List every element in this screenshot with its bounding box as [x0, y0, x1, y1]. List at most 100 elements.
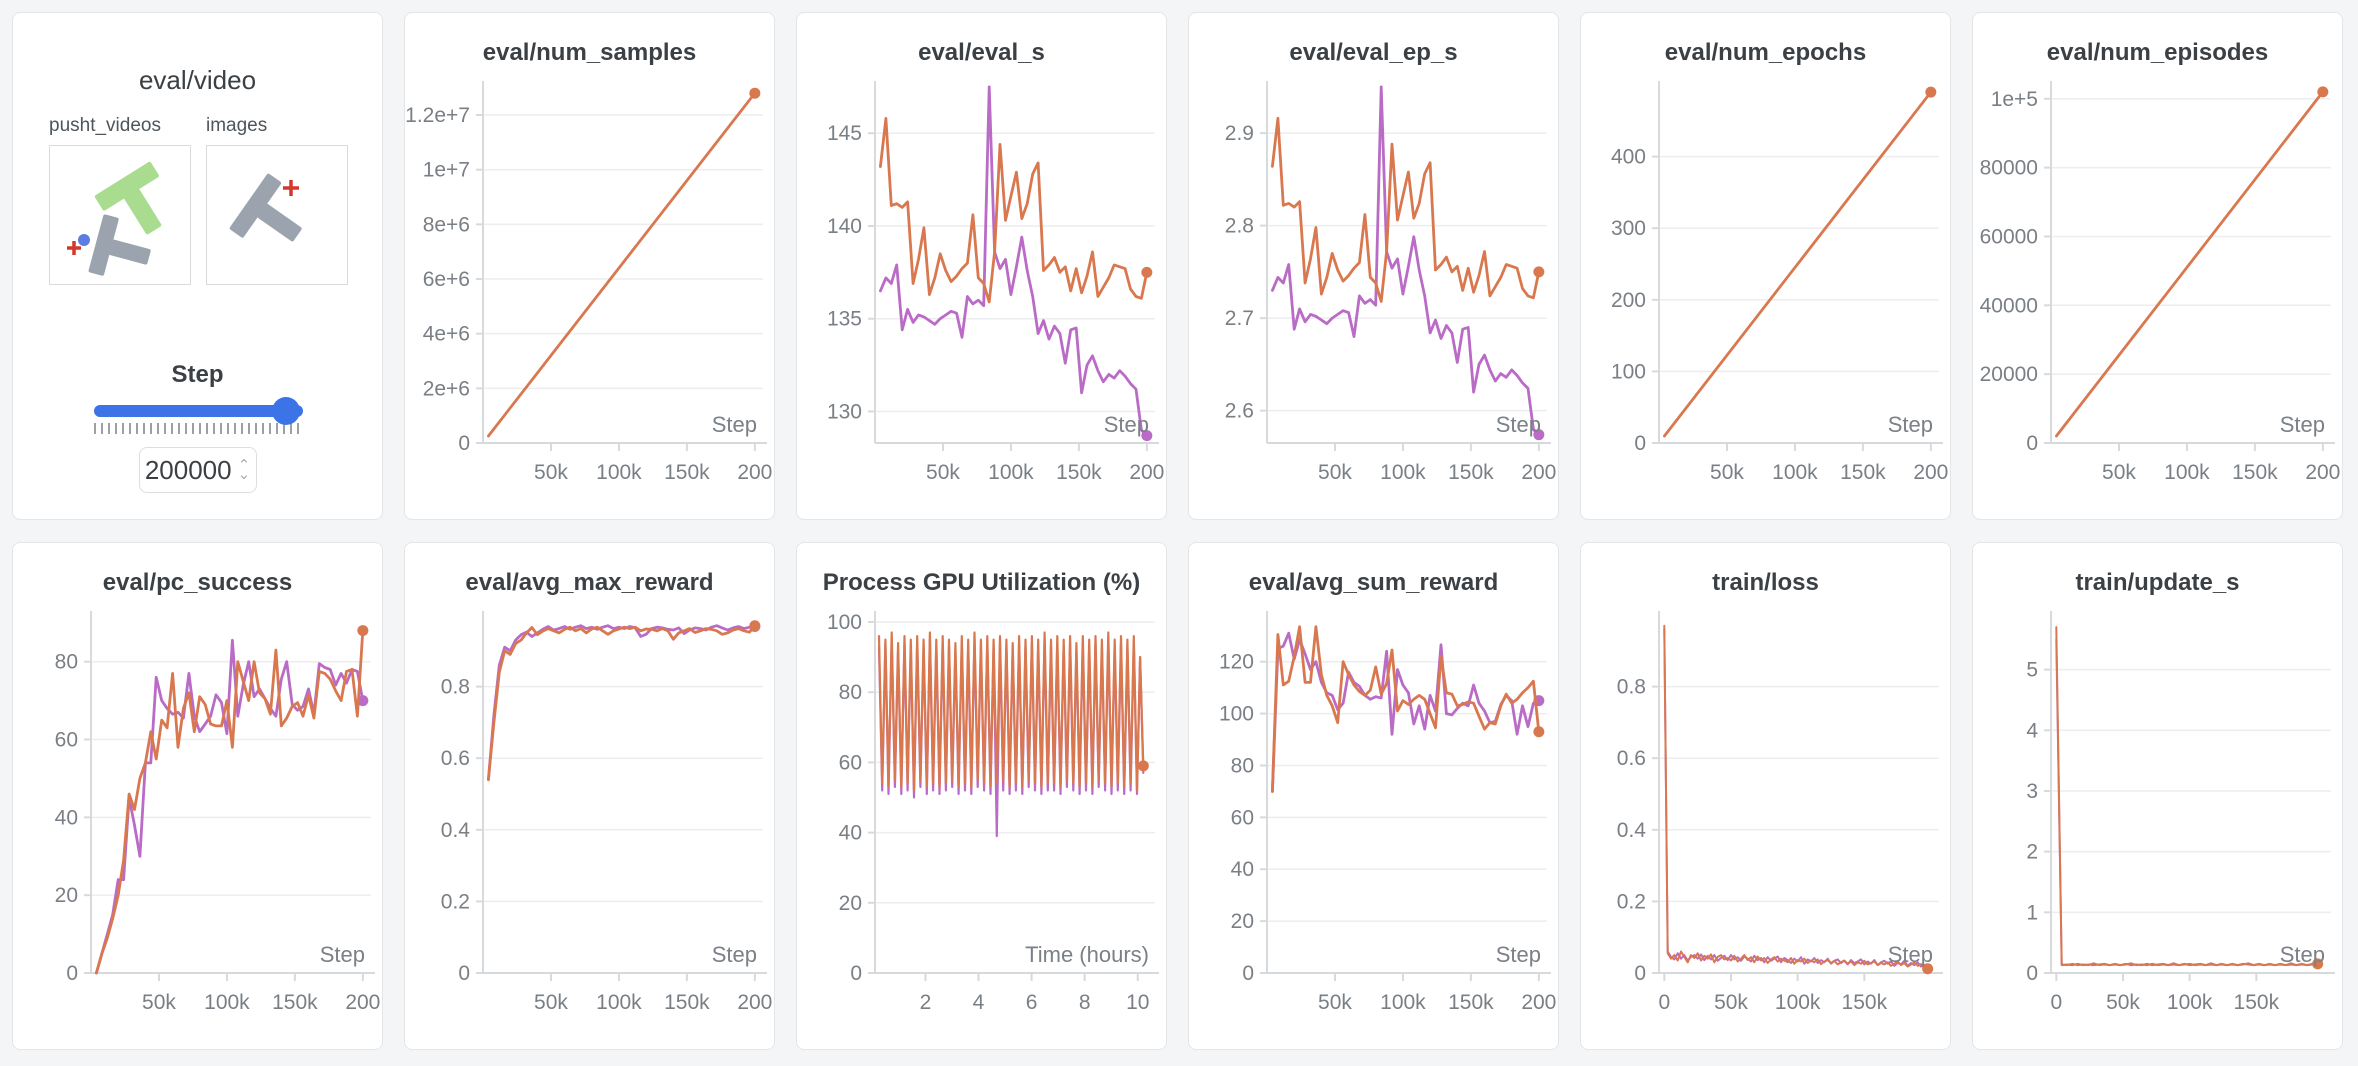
svg-text:60: 60	[55, 729, 78, 752]
step-stepper[interactable]: ⌃ ⌄	[237, 457, 251, 483]
svg-text:150k: 150k	[2234, 991, 2280, 1014]
svg-text:0: 0	[66, 962, 78, 985]
svg-text:100k: 100k	[2164, 461, 2210, 484]
svg-text:50k: 50k	[2106, 991, 2140, 1014]
media-label-pusht-videos: pusht_videos	[49, 115, 161, 136]
pusht-scene-icon	[67, 161, 162, 276]
svg-text:200: 200	[737, 991, 772, 1014]
chart-eval-num-episodes[interactable]: 0 20000 40000 60000 80000 1e+5 50k 100k 150k 200 S…	[1973, 71, 2343, 501]
step-value-input[interactable]: 200000 ⌃ ⌄	[138, 447, 257, 493]
chart-train-update-s[interactable]: 0 1 2 3 4 5 0 50k 100k 150k Step	[1973, 601, 2343, 1031]
svg-text:Step: Step	[1496, 942, 1541, 967]
svg-text:Step: Step	[1104, 412, 1149, 437]
step-down-icon[interactable]: ⌄	[237, 466, 251, 483]
panel-eval-num-episodes: eval/num_episodes 0 20000 40000 60000 80000 1…	[1972, 12, 2343, 520]
chart-eval-pc-success[interactable]: 0 20 40 60 80 50k 100k 150k 200 Step	[13, 601, 383, 1031]
video-panel-title: eval/video	[138, 65, 257, 95]
svg-text:150k: 150k	[2232, 461, 2278, 484]
svg-text:50k: 50k	[1714, 991, 1748, 1014]
svg-text:2.8: 2.8	[1225, 215, 1254, 238]
svg-text:0.4: 0.4	[441, 819, 471, 842]
svg-text:100k: 100k	[988, 461, 1034, 484]
svg-text:50k: 50k	[1318, 461, 1352, 484]
step-value[interactable]: 200000	[144, 454, 232, 485]
chart-train-loss[interactable]: 0 0.2 0.4 0.6 0.8 0 50k 100k 150k Step	[1581, 601, 1951, 1031]
svg-text:20000: 20000	[1980, 363, 2038, 386]
chart-title: eval/eval_s	[918, 39, 1045, 66]
panel-eval-num-samples: eval/num_samples 0 2e+6 4e+6 6e+6 8e+6 1e+7 1.…	[404, 12, 775, 520]
svg-text:20: 20	[55, 884, 78, 907]
svg-text:8: 8	[1079, 991, 1091, 1014]
svg-text:80: 80	[1231, 754, 1254, 777]
svg-text:4: 4	[973, 991, 985, 1014]
panel-eval-eval-s: eval/eval_s 130 135 140 145 50k 100k 150k 200 St…	[796, 12, 1167, 520]
chart-process-gpu-utilization[interactable]: 0 20 40 60 80 100 2 4 6 8 10 Time (hours)	[797, 601, 1167, 1031]
svg-text:200: 200	[2305, 461, 2340, 484]
svg-text:0.2: 0.2	[441, 890, 470, 913]
svg-text:150k: 150k	[272, 991, 318, 1014]
step-slider-label: Step	[171, 361, 224, 388]
svg-text:0.6: 0.6	[1617, 747, 1646, 770]
svg-text:Time (hours): Time (hours)	[1025, 942, 1149, 967]
svg-text:80: 80	[55, 651, 78, 674]
step-up-icon[interactable]: ⌃	[237, 457, 251, 474]
images-thumbnail[interactable]	[206, 145, 348, 285]
step-slider-handle[interactable]	[272, 397, 301, 425]
chart-title: eval/num_episodes	[2046, 39, 2269, 66]
chart-eval-eval-s[interactable]: 130 135 140 145 50k 100k 150k 200 Step	[797, 71, 1167, 501]
svg-text:0: 0	[1634, 432, 1646, 455]
chart-eval-num-epochs[interactable]: 0 100 200 300 400 50k 100k 150k 200 Step	[1581, 71, 1951, 501]
svg-text:Step: Step	[2280, 412, 2325, 437]
svg-text:100k: 100k	[204, 991, 250, 1014]
svg-text:150k: 150k	[1056, 461, 1102, 484]
pusht-image-icon	[229, 173, 302, 242]
svg-text:50k: 50k	[142, 991, 176, 1014]
svg-text:Step: Step	[1888, 942, 1933, 967]
chart-eval-eval-ep-s[interactable]: 2.6 2.7 2.8 2.9 50k 100k 150k 200 Step	[1189, 71, 1559, 501]
svg-text:40000: 40000	[1980, 294, 2038, 317]
chart-eval-avg-sum-reward[interactable]: 0 20 40 60 80 100 120 50k 100k 150k 200 Step	[1189, 601, 1559, 1031]
svg-text:60: 60	[1231, 806, 1254, 829]
svg-text:200: 200	[1521, 461, 1556, 484]
svg-text:145: 145	[827, 122, 862, 145]
svg-text:0.6: 0.6	[441, 747, 470, 770]
svg-text:1e+5: 1e+5	[1991, 88, 2038, 111]
svg-text:2e+6: 2e+6	[423, 377, 470, 400]
svg-text:100k: 100k	[1775, 991, 1821, 1014]
svg-text:200: 200	[1611, 289, 1646, 312]
svg-text:50k: 50k	[926, 461, 960, 484]
svg-text:100k: 100k	[1380, 991, 1426, 1014]
svg-text:4e+6: 4e+6	[423, 323, 470, 346]
svg-text:8e+6: 8e+6	[423, 213, 470, 236]
svg-text:80000: 80000	[1980, 157, 2038, 180]
svg-text:6: 6	[1026, 991, 1038, 1014]
chart-title: train/loss	[1712, 569, 1819, 596]
svg-text:4: 4	[2026, 719, 2038, 742]
svg-text:150k: 150k	[1842, 991, 1888, 1014]
pusht-video-thumbnail[interactable]	[49, 145, 191, 285]
svg-text:3: 3	[2026, 780, 2038, 803]
svg-text:140: 140	[827, 215, 862, 238]
svg-text:0: 0	[2050, 991, 2062, 1014]
svg-text:200: 200	[345, 991, 380, 1014]
svg-text:40: 40	[839, 822, 862, 845]
svg-text:100k: 100k	[1772, 461, 1818, 484]
step-slider-track[interactable]	[94, 397, 303, 425]
svg-text:2.9: 2.9	[1225, 122, 1254, 145]
panel-eval-avg-max-reward: eval/avg_max_reward 0 0.2 0.4 0.6 0.8 50k 100k…	[404, 542, 775, 1050]
svg-text:2.7: 2.7	[1225, 307, 1254, 330]
chart-eval-num-samples[interactable]: 0 2e+6 4e+6 6e+6 8e+6 1e+7 1.2e+7 50k 100k 150k 20…	[405, 71, 775, 501]
chart-eval-avg-max-reward[interactable]: 0 0.2 0.4 0.6 0.8 50k 100k 150k 200 Step	[405, 601, 775, 1031]
step-slider-ruler	[94, 423, 303, 434]
svg-text:130: 130	[827, 400, 862, 423]
chart-title: eval/avg_sum_reward	[1248, 569, 1499, 596]
step-slider[interactable]	[94, 397, 303, 434]
svg-text:1e+7: 1e+7	[423, 159, 470, 182]
chart-title: eval/num_samples	[482, 39, 697, 66]
svg-text:40: 40	[55, 806, 78, 829]
panel-eval-video: eval/video pusht_videos images	[12, 12, 383, 520]
panel-train-loss: train/loss 0 0.2 0.4 0.6 0.8 0 50k 100k 150k Step	[1580, 542, 1951, 1050]
svg-text:100k: 100k	[596, 991, 642, 1014]
panel-eval-pc-success: eval/pc_success 0 20 40 60 80 50k 100k 150k 200 S…	[12, 542, 383, 1050]
svg-text:50k: 50k	[534, 991, 568, 1014]
